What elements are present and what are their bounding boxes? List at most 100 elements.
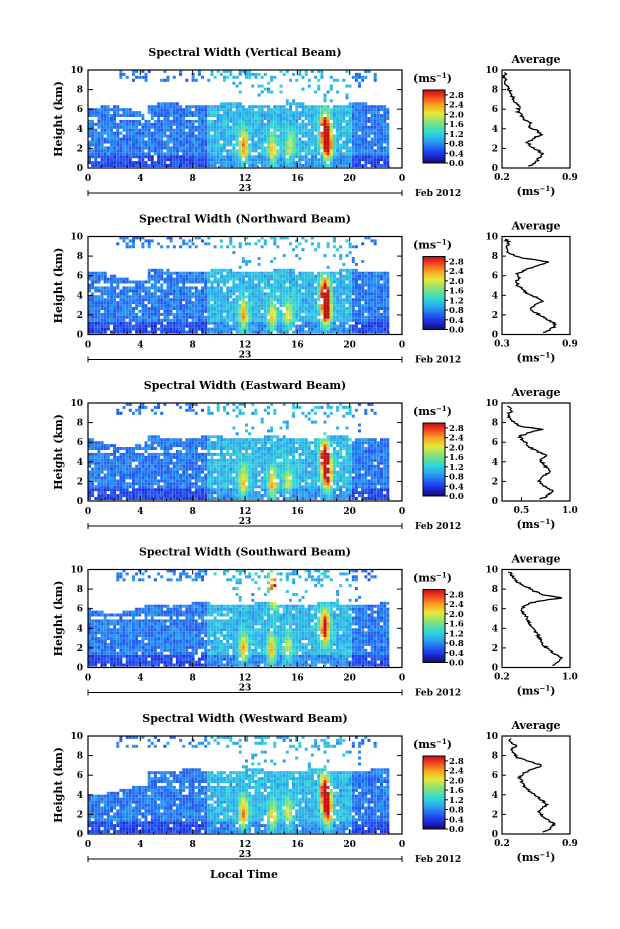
heatmap-cell xyxy=(301,298,305,302)
heatmap-cell xyxy=(295,239,299,243)
heatmap-cell xyxy=(157,464,161,468)
heatmap-cell xyxy=(289,161,292,165)
heatmap-cell xyxy=(194,402,198,406)
heatmap-cell xyxy=(141,405,145,409)
heatmap-cell xyxy=(223,125,226,129)
heatmap-cell xyxy=(163,307,167,310)
heatmap-cell xyxy=(358,312,361,316)
heatmap-cell xyxy=(307,271,311,275)
heatmap-cell xyxy=(345,108,349,112)
heatmap-cell xyxy=(216,114,220,117)
heatmap-cell xyxy=(106,117,110,120)
heatmap-cell xyxy=(310,143,314,147)
heatmap-cell xyxy=(260,108,264,112)
heatmap-cell xyxy=(276,324,280,328)
heatmap-cell xyxy=(91,307,95,310)
heatmap-cell xyxy=(260,158,264,162)
heatmap-cell xyxy=(257,295,261,299)
heatmap-cell xyxy=(138,289,142,293)
heatmap-cell xyxy=(119,119,123,123)
heatmap-cell xyxy=(289,295,292,299)
heatmap-cell xyxy=(342,128,346,132)
heatmap-cell xyxy=(251,164,255,167)
heatmap-cell xyxy=(91,488,95,492)
heatmap-cell xyxy=(150,149,154,153)
heatmap-cell xyxy=(260,236,264,240)
heatmap-cell xyxy=(100,161,104,165)
heatmap-cell xyxy=(276,105,280,109)
heatmap-cell xyxy=(144,239,148,243)
heatmap-cell xyxy=(336,90,340,94)
heatmap-cell xyxy=(386,298,390,302)
heatmap-cell xyxy=(128,245,132,249)
heatmap-cell xyxy=(103,318,107,322)
heatmap-cell xyxy=(370,280,374,284)
heatmap-cell xyxy=(364,307,368,310)
heatmap-cell xyxy=(257,140,261,144)
heatmap-cell xyxy=(191,470,195,474)
heatmap-cell xyxy=(248,119,252,123)
heatmap-cell xyxy=(103,444,107,448)
heatmap-cell xyxy=(351,312,355,316)
heatmap-cell xyxy=(172,155,176,159)
heatmap-cell xyxy=(201,152,204,156)
heatmap-cell xyxy=(317,277,321,281)
heatmap-cell xyxy=(169,131,173,135)
heatmap-cell xyxy=(241,164,245,167)
heatmap-cell xyxy=(97,441,101,445)
heatmap-cell xyxy=(204,435,208,439)
heatmap-cell xyxy=(267,309,270,313)
heatmap-cell xyxy=(267,271,270,275)
heatmap-cell xyxy=(339,125,343,129)
heatmap-cell xyxy=(342,274,346,278)
heatmap-cell xyxy=(125,161,129,165)
heatmap-cell xyxy=(122,289,126,293)
heatmap-cell xyxy=(194,245,198,249)
heatmap-cell xyxy=(292,119,296,123)
heatmap-cell xyxy=(182,479,186,483)
heatmap-cell xyxy=(128,447,132,450)
heatmap-cell xyxy=(304,330,308,334)
heatmap-cell xyxy=(110,137,113,141)
heatmap-cell xyxy=(166,280,170,284)
heatmap-cell xyxy=(232,81,236,85)
heatmap-cell xyxy=(376,131,380,135)
heatmap-cell xyxy=(163,111,167,115)
heatmap-cell xyxy=(383,295,387,299)
heatmap-cell xyxy=(336,158,340,162)
heatmap-cell xyxy=(153,122,157,126)
heatmap-cell xyxy=(263,111,267,115)
heatmap-cell xyxy=(188,438,192,442)
heatmap-cell xyxy=(386,137,390,141)
heatmap-cell xyxy=(279,90,283,94)
heatmap-cell xyxy=(204,286,208,290)
heatmap-cell xyxy=(364,155,368,159)
heatmap-cell xyxy=(191,321,195,325)
heatmap-cell xyxy=(354,134,358,138)
heatmap-cell xyxy=(185,286,189,290)
heatmap-cell xyxy=(128,470,132,474)
heatmap-cell xyxy=(122,494,126,498)
heatmap-cell xyxy=(229,72,233,76)
heatmap-cell xyxy=(276,289,280,293)
heatmap-cell xyxy=(354,155,358,159)
heatmap-cell xyxy=(150,140,154,144)
heatmap-cell xyxy=(122,277,126,281)
heatmap-cell xyxy=(213,304,217,308)
heatmap-cell xyxy=(260,111,264,115)
heatmap-cell xyxy=(267,298,270,302)
heatmap-cell xyxy=(248,321,252,325)
heatmap-cell xyxy=(332,245,336,249)
heatmap-cell xyxy=(279,125,283,129)
heatmap-cell xyxy=(141,479,145,483)
heatmap-cell xyxy=(194,441,198,445)
heatmap-cell xyxy=(172,485,176,489)
heatmap-cell xyxy=(116,111,120,115)
heatmap-cell xyxy=(204,242,208,246)
heatmap-cell xyxy=(153,111,157,115)
x-tick-label: 12 xyxy=(239,174,252,184)
heatmap-cell xyxy=(160,497,164,500)
heatmap-cell xyxy=(295,152,299,156)
panel-1: Spectral Width (Northward Beam)0246810He… xyxy=(52,213,578,366)
heatmap-cell xyxy=(113,122,117,126)
